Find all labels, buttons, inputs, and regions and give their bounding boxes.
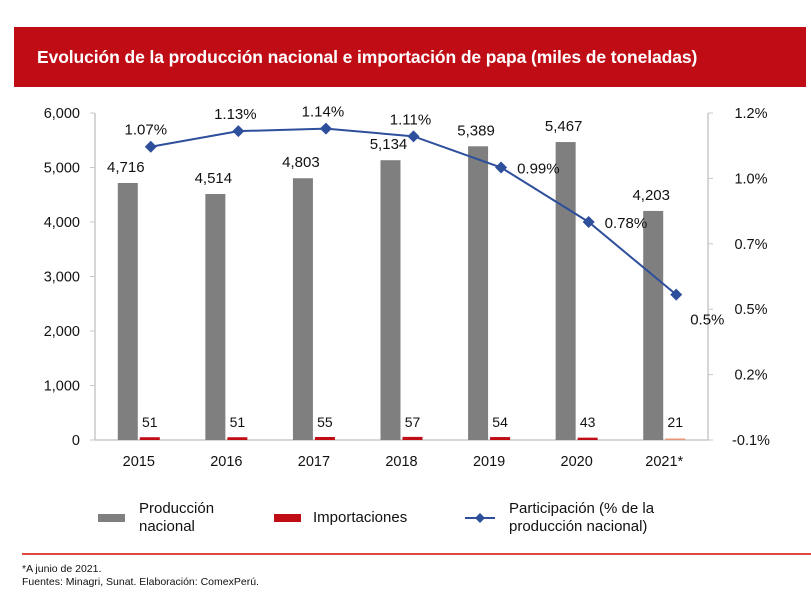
x-axis-tick-label: 2021*: [645, 454, 683, 470]
production-data-label: 4,203: [632, 187, 670, 204]
right-axis-tick-label: 1.2%: [734, 106, 767, 122]
legend-item-imports: Importaciones: [274, 509, 407, 527]
right-axis-tick-label: -0.1%: [732, 433, 770, 449]
right-axis-tick-label: 0.2%: [734, 368, 767, 384]
legend-swatch-imports: [274, 514, 301, 522]
legend-item-share: Participación (% de la producción nacion…: [465, 500, 654, 536]
imports-data-label: 51: [142, 414, 158, 430]
production-data-label: 5,389: [457, 122, 495, 139]
left-axis-tick-label: 4,000: [44, 215, 80, 231]
share-point-diamond-icon: [670, 288, 683, 301]
chart-title: Evolución de la producción nacional e im…: [37, 46, 698, 67]
imports-data-label: 55: [317, 414, 333, 430]
footer: *A junio de 2021. Fuentes: Minagri, Suna…: [22, 563, 259, 589]
footer-note: *A junio de 2021.: [22, 563, 102, 575]
imports-bar: [139, 437, 160, 440]
share-point-diamond-icon: [582, 216, 595, 228]
share-line: [150, 127, 677, 296]
production-bar: [468, 146, 489, 440]
share-data-label: 0.5%: [690, 312, 724, 329]
right-axis-tick-label: 0.7%: [734, 237, 767, 253]
imports-data-label: 43: [580, 414, 596, 430]
imports-data-label: 51: [230, 414, 246, 430]
share-point-diamond-icon: [407, 130, 420, 143]
legend-swatch-production: [98, 514, 125, 522]
imports-bar: [490, 437, 511, 440]
share-point-diamond-icon: [232, 125, 245, 138]
legend: Producción nacional Importaciones Partic…: [0, 500, 811, 550]
share-data-label: 0.99%: [517, 161, 560, 178]
x-axis-tick-label: 2015: [123, 454, 155, 470]
production-bar: [292, 178, 313, 440]
imports-data-label: 54: [492, 414, 508, 430]
right-axis-tick-label: 1.0%: [734, 171, 767, 187]
left-axis-tick-label: 5,000: [44, 161, 80, 177]
legend-label-imports: Importaciones: [313, 509, 408, 526]
imports-bar: [402, 436, 423, 440]
production-bar: [205, 193, 226, 440]
share-point-diamond-icon: [495, 161, 508, 174]
legend-swatch-share-diamond-icon: [465, 513, 495, 523]
legend-label-share-2: producción nacional): [509, 518, 648, 535]
production-data-label: 5,134: [370, 136, 408, 153]
production-data-label: 4,514: [195, 170, 233, 187]
right-axis-tick-label: 0.5%: [734, 302, 767, 318]
imports-bar: [314, 437, 335, 440]
imports-bar: [577, 437, 598, 440]
legend-label-share-1: Participación (% de la: [509, 500, 655, 517]
production-data-label: 5,467: [545, 118, 583, 135]
share-data-label: 0.78%: [605, 215, 648, 232]
imports-data-label: 21: [667, 414, 683, 430]
share-data-label: 1.14%: [302, 104, 345, 121]
production-data-label: 4,716: [107, 159, 145, 176]
chart-title-bar: Evolución de la producción nacional e im…: [14, 27, 806, 87]
legend-label-production-2: nacional: [139, 518, 195, 535]
left-axis-tick-label: 1,000: [44, 379, 80, 395]
x-axis-tick-label: 2019: [473, 454, 505, 470]
x-axis-tick-label: 2018: [385, 454, 417, 470]
share-data-label: 1.11%: [390, 111, 431, 128]
x-axis-tick-label: 2016: [210, 454, 242, 470]
left-axis-tick-label: 3,000: [44, 270, 80, 286]
left-axis-tick-label: 6,000: [44, 106, 80, 122]
left-axis-tick-label: 2,000: [44, 324, 80, 340]
legend-label-production-1: Producción: [139, 500, 215, 517]
x-axis-tick-label: 2017: [298, 454, 330, 470]
production-bar: [555, 142, 576, 440]
share-data-label: 1.07%: [125, 122, 168, 139]
share-point-diamond-icon: [144, 140, 157, 153]
production-bar: [643, 210, 664, 440]
footer-divider: [22, 553, 811, 555]
footer-sources: Fuentes: Minagri, Sunat. Elaboración: Co…: [22, 576, 259, 588]
left-axis-tick-label: 0: [72, 433, 80, 449]
chart-canvas: 0 1,000 2,000 3,000 4,000 5,000 6,000 -0.1% 0.2%…: [44, 104, 770, 470]
x-axis-tick-label: 2020: [561, 454, 593, 470]
share-point-diamond-icon: [319, 122, 332, 135]
legend-item-production: Producción nacional: [98, 500, 214, 536]
imports-bar: [665, 438, 686, 440]
imports-bar: [227, 437, 248, 440]
share-data-label: 1.13%: [214, 106, 257, 123]
imports-data-label: 57: [405, 414, 421, 430]
production-bar: [117, 182, 138, 440]
production-data-label: 4,803: [282, 154, 320, 171]
production-bar: [380, 160, 401, 440]
